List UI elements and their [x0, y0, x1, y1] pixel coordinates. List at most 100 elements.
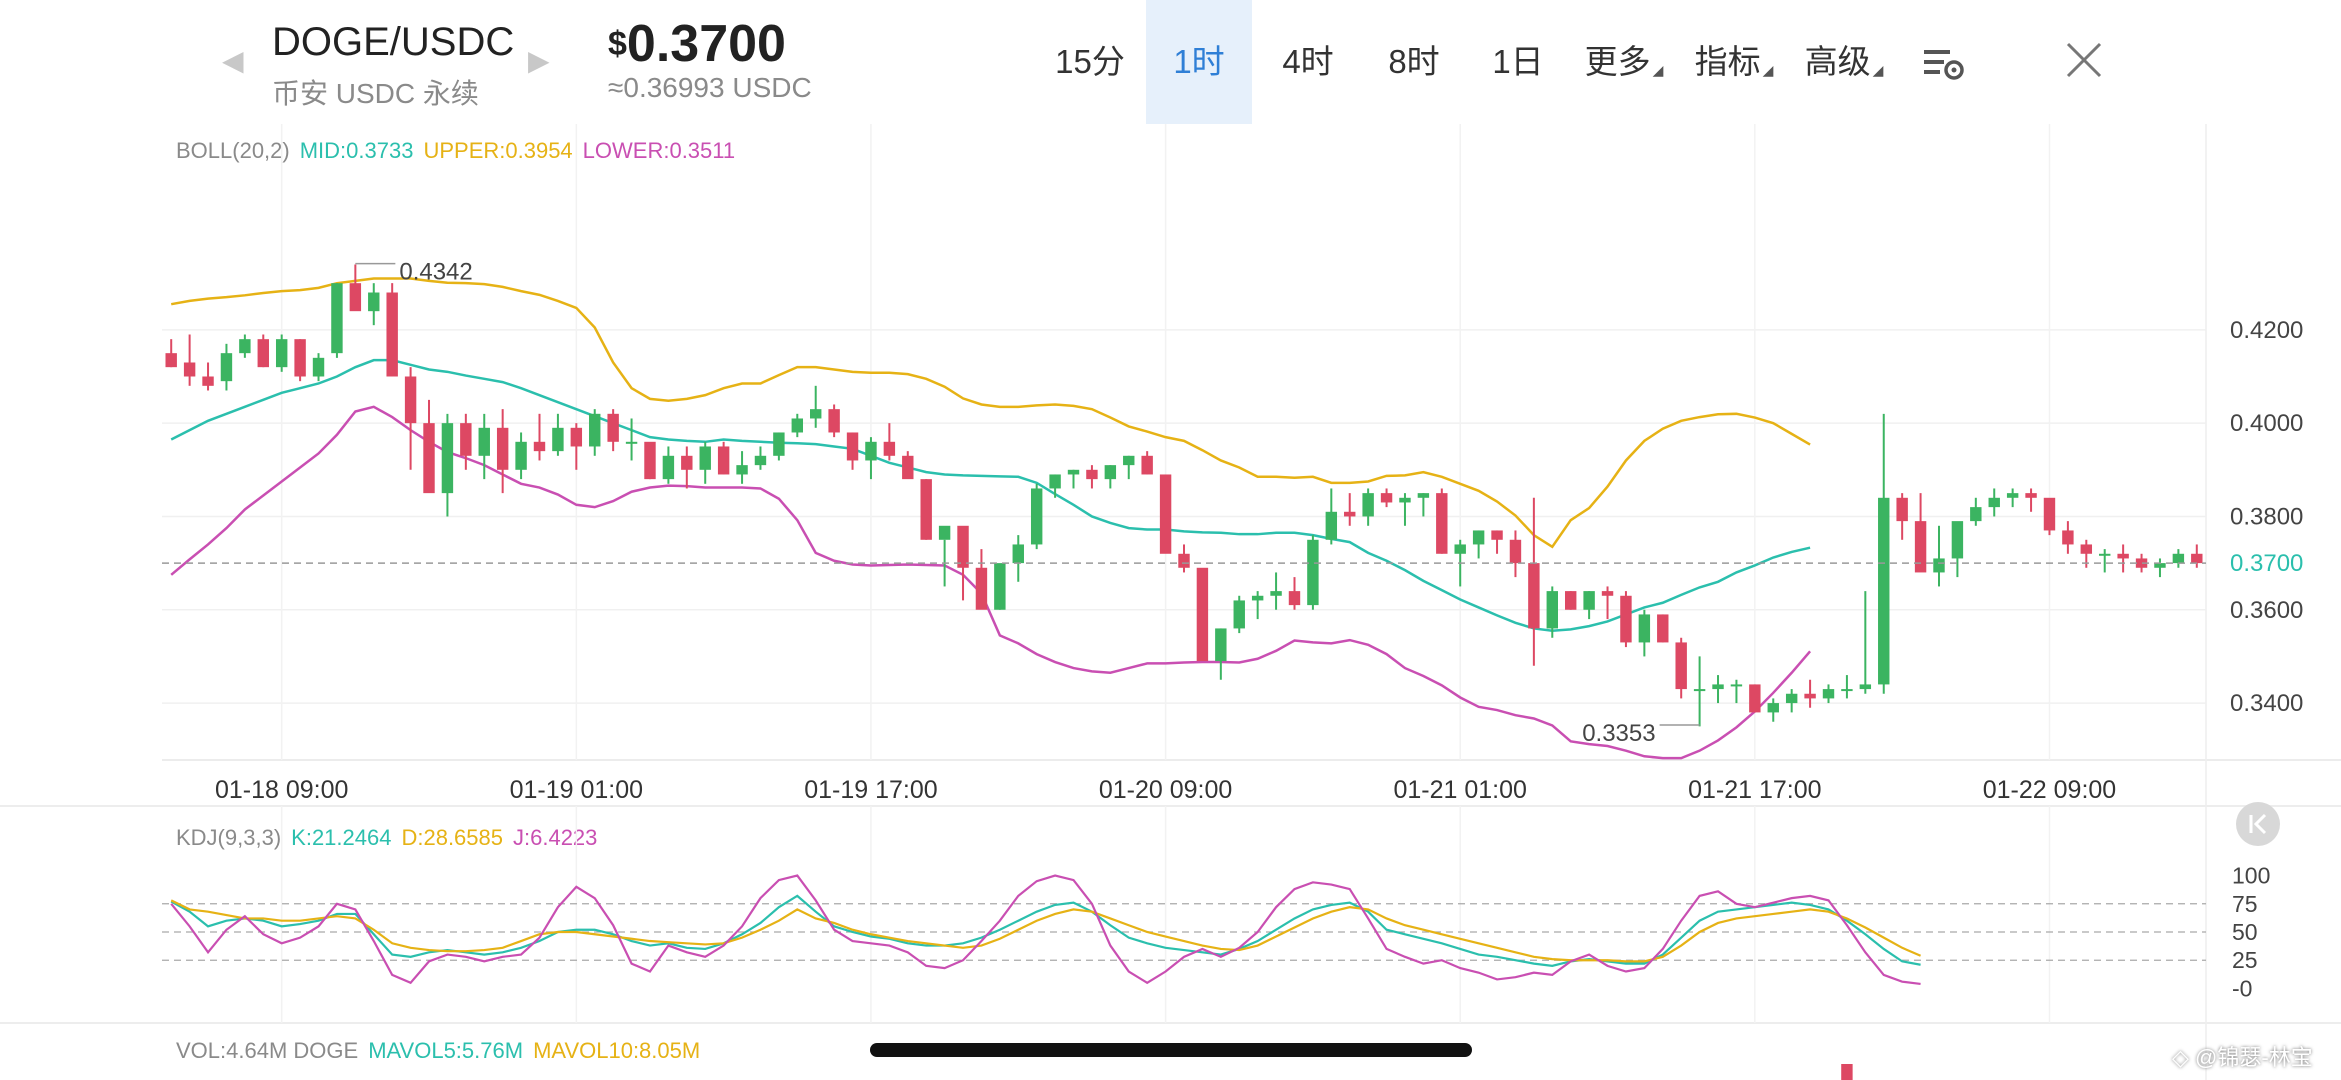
candle [386, 283, 398, 377]
candle-body [239, 339, 251, 354]
candle-body [404, 376, 417, 424]
candle-body [1159, 474, 1172, 554]
candle [1104, 465, 1117, 489]
candle-body [478, 427, 490, 456]
candle [1399, 493, 1411, 526]
kdj-tick-label: 25 [2232, 947, 2258, 973]
candle-body [883, 441, 896, 456]
candle [2135, 553, 2148, 573]
volume-bar [1841, 1064, 1853, 1080]
time-tick-label: 01-18 09:00 [215, 776, 348, 804]
candle [1767, 698, 1779, 722]
price-tick-label: 0.4000 [2230, 410, 2303, 437]
candle [1012, 535, 1024, 582]
candle-body [1123, 455, 1135, 466]
candle-body [1841, 689, 1853, 692]
time-tick-label: 01-19 01:00 [510, 776, 643, 804]
home-indicator[interactable] [870, 1043, 1472, 1057]
kdj-legend: KDJ(9,3,3) K:21.2464 D:28.6585 J:6.4223 [176, 825, 607, 851]
candle-body [2006, 493, 2019, 498]
candle [1896, 493, 1908, 540]
tab-indicators[interactable]: 指标 ◢ [1682, 0, 1786, 124]
boll-legend: BOLL(20,2) MID:0.3733 UPPER:0.3954 LOWER:0.… [176, 138, 745, 164]
price-tick-label: 0.3800 [2230, 503, 2303, 530]
candle-body [1564, 591, 1577, 610]
kdj-k-line [170, 894, 1921, 967]
candle-body [460, 423, 472, 456]
candle-body [386, 292, 398, 377]
chart-settings-icon[interactable] [1922, 44, 1966, 84]
candle [1436, 488, 1448, 554]
pair-title[interactable]: DOGE/USDC [272, 20, 515, 64]
current-price-tag [2208, 545, 2336, 582]
candle [883, 423, 896, 461]
candle [1325, 488, 1338, 545]
candle-body [2062, 530, 2074, 545]
candle [1675, 637, 1687, 699]
candle-body [1509, 539, 1522, 564]
tab-8h[interactable]: 8时 [1364, 0, 1464, 124]
candle [1123, 455, 1135, 480]
candle-body [1951, 521, 1964, 559]
candle-body [1528, 563, 1540, 629]
kdj-d-line [170, 899, 1922, 963]
candle-body [1270, 591, 1282, 596]
candle [423, 399, 435, 494]
caret-down-icon: ◢ [1652, 62, 1664, 78]
tab-4h[interactable]: 4时 [1258, 0, 1358, 124]
kdj-d: D:28.6585 [401, 825, 503, 850]
candle-body [496, 427, 509, 470]
candle-body [423, 423, 435, 494]
candle-body [1417, 493, 1430, 498]
candle [1657, 614, 1669, 643]
time-tick-label: 01-20 09:00 [1099, 776, 1232, 804]
candle [1638, 609, 1651, 657]
candle [368, 283, 380, 326]
candle-body [681, 455, 693, 470]
candle [644, 441, 656, 480]
candle [754, 446, 767, 470]
chevron-right-icon[interactable]: ▶ [528, 45, 550, 76]
price-tick-label: 0.4200 [2230, 317, 2303, 344]
tab-more[interactable]: 更多 ◢ [1572, 0, 1676, 124]
boll-mid: MID:0.3733 [299, 138, 414, 163]
tab-advanced[interactable]: 高级 ◢ [1792, 0, 1896, 124]
price-chart[interactable]: 0.4200 0.4000 0.3800 0.3600 0.3400 01-18 09:0… [0, 124, 2341, 1080]
collapse-button[interactable] [2236, 802, 2280, 846]
candle-body [1822, 689, 1835, 699]
vol-mavol5: MAVOL5:5.76M [368, 1038, 524, 1063]
candle [2043, 497, 2056, 536]
tab-label: 8时 [1388, 43, 1440, 80]
boll-lower: LOWER:0.3511 [582, 138, 736, 163]
candle [1491, 530, 1503, 554]
candle-body [1178, 553, 1190, 568]
candle-body [1546, 591, 1558, 629]
candle-body [183, 362, 196, 377]
candle [938, 525, 951, 587]
candle-body [1215, 628, 1227, 662]
candle-body [1878, 497, 1890, 685]
candle-body [331, 283, 343, 354]
candle [1307, 535, 1319, 610]
tab-1h[interactable]: 1时 [1146, 0, 1252, 124]
tab-1d[interactable]: 1日 [1470, 0, 1566, 124]
candle [275, 334, 288, 372]
kdj-tick-label: 100 [2232, 863, 2270, 889]
candle [1583, 591, 1595, 620]
tab-label: 1日 [1492, 43, 1544, 80]
candle [699, 441, 711, 484]
candle-body [920, 479, 932, 540]
candle [165, 339, 177, 368]
candle [1988, 488, 2000, 517]
candle-body [791, 418, 804, 433]
tab-15m[interactable]: 15分 [1040, 0, 1140, 124]
candle [717, 441, 730, 475]
candle-body [662, 455, 675, 480]
candle [1933, 525, 1945, 587]
low-price-label: 0.3353 [1582, 720, 1655, 747]
candle-body [1325, 511, 1338, 540]
candle [1086, 465, 1098, 489]
close-icon[interactable] [2064, 40, 2104, 80]
candle-body [1712, 684, 1724, 690]
chevron-left-icon[interactable]: ◀ [222, 45, 244, 76]
